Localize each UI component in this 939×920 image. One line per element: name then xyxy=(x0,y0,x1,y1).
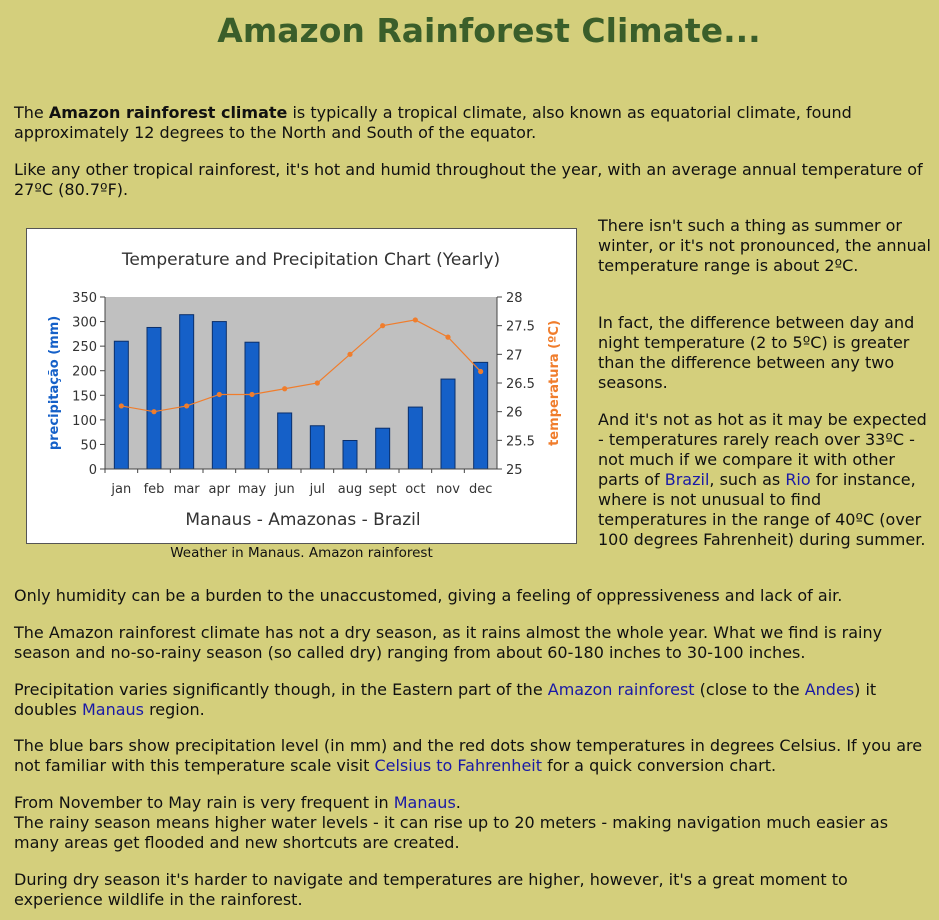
chart-subtitle: Manaus - Amazonas - Brazil xyxy=(185,510,420,530)
y2-tick-label-26: 26 xyxy=(506,406,523,421)
side-text-c: for instance, where is not unusual to fi… xyxy=(598,470,926,549)
precip-bar-nov xyxy=(440,378,456,470)
climate-chart: Temperature and Precipitation Chart (Yea… xyxy=(26,228,577,544)
temperature-point-aug xyxy=(347,351,353,357)
precip-bar-jul xyxy=(309,425,325,470)
y2-tick-label-27.5: 27.5 xyxy=(506,320,535,335)
precip-bar-feb xyxy=(146,326,162,470)
precip-bar-aug xyxy=(342,439,358,470)
brazil-link[interactable]: Brazil xyxy=(664,470,710,489)
precip-bar-sept xyxy=(375,427,391,470)
p5-text-a: From November to May rain is very freque… xyxy=(14,793,394,812)
y-tick-label-100: 100 xyxy=(72,414,97,429)
x-tick-label-oct: oct xyxy=(405,482,425,497)
celsius-to-fahrenheit-link[interactable]: Celsius to Fahrenheit xyxy=(374,756,542,775)
body-paragraph-3: Precipitation varies significantly thoug… xyxy=(14,680,929,720)
chart-title: Temperature and Precipitation Chart (Yea… xyxy=(121,250,500,270)
temperature-point-feb xyxy=(151,409,157,415)
y-tick-label-250: 250 xyxy=(72,340,97,355)
x-tick-label-jun: jun xyxy=(274,482,295,497)
p3-text-a: Precipitation varies significantly thoug… xyxy=(14,680,548,699)
manaus-link-2[interactable]: Manaus xyxy=(393,793,456,812)
precip-bar-oct xyxy=(407,406,423,470)
body-paragraph-5: From November to May rain is very freque… xyxy=(14,793,929,853)
temperature-point-nov xyxy=(445,334,451,340)
x-tick-label-jul: jul xyxy=(309,482,325,497)
x-tick-label-apr: apr xyxy=(209,482,231,497)
precip-bar-may xyxy=(244,341,260,470)
p4-text-a: The blue bars show precipitation level (… xyxy=(14,736,923,775)
temperature-point-sept xyxy=(380,323,386,329)
temperature-line xyxy=(121,319,482,413)
amazon-rainforest-link[interactable]: Amazon rainforest xyxy=(547,680,695,699)
body-paragraph-6: During dry season it's harder to navigat… xyxy=(14,870,848,909)
p3-text-d: region. xyxy=(143,700,205,719)
intro-text-end: is typically a tropical climate, also kn… xyxy=(14,103,852,142)
p4-text-b: for a quick conversion chart. xyxy=(542,756,777,775)
side-text-b: , such as xyxy=(709,470,786,489)
x-tick-label-sept: sept xyxy=(369,482,397,497)
andes-link[interactable]: Andes xyxy=(804,680,855,699)
y2-tick-label-25.5: 25.5 xyxy=(506,434,535,449)
y2-tick-label-28: 28 xyxy=(506,291,523,306)
temperature-point-apr xyxy=(216,391,222,398)
x-tick-label-nov: nov xyxy=(436,482,460,497)
side-paragraph-3: And it's not as hot as it may be expecte… xyxy=(598,410,933,550)
plot-area xyxy=(105,297,497,469)
temperature-point-oct xyxy=(412,317,418,323)
p5-text-c: The rainy season means higher water leve… xyxy=(14,813,889,852)
y-tick-label-300: 300 xyxy=(72,316,97,331)
y2-tick-label-25: 25 xyxy=(506,463,523,478)
body-paragraph-1: Only humidity can be a burden to the una… xyxy=(14,586,843,605)
y2-axis-label: temperatura (ºC) xyxy=(547,320,562,446)
p3-text-b: (close to the xyxy=(694,680,805,699)
precip-bar-mar xyxy=(179,314,195,470)
side-paragraph-2: In fact, the difference between day and … xyxy=(598,313,915,392)
intro-paragraph-2: Like any other tropical rainforest, it's… xyxy=(14,160,923,199)
x-tick-label-feb: feb xyxy=(144,482,165,497)
x-tick-label-dec: dec xyxy=(469,482,492,497)
x-tick-label-aug: aug xyxy=(338,482,362,497)
intro-paragraph-1: The Amazon rainforest climate is typical… xyxy=(14,103,929,143)
temperature-point-jun xyxy=(282,386,288,392)
y-tick-label-0: 0 xyxy=(89,463,97,478)
y2-tick-label-26.5: 26.5 xyxy=(506,377,535,392)
body-paragraph-4: The blue bars show precipitation level (… xyxy=(14,736,929,776)
x-tick-label-jan: jan xyxy=(110,482,131,497)
chart-caption: Weather in Manaus. Amazon rainforest xyxy=(170,545,433,561)
precip-bar-dec xyxy=(473,361,489,470)
precip-bar-jun xyxy=(277,412,293,470)
temperature-point-jul xyxy=(314,380,320,386)
temperature-point-dec xyxy=(478,368,484,375)
page-title: Amazon Rainforest Climate... xyxy=(217,11,761,50)
temperature-point-may xyxy=(249,391,255,398)
y-tick-label-150: 150 xyxy=(72,389,97,404)
rio-link[interactable]: Rio xyxy=(785,470,811,489)
intro-text-start: The xyxy=(14,103,49,122)
y-tick-label-50: 50 xyxy=(80,438,97,453)
p5-text-b: . xyxy=(455,793,461,812)
side-text-a: And it's not as hot as it may be expecte… xyxy=(598,410,927,489)
body-paragraph-2: The Amazon rainforest climate has not a … xyxy=(14,623,883,662)
x-tick-label-may: may xyxy=(238,482,267,497)
y-axis-label: precipitação (mm) xyxy=(47,316,62,450)
y-tick-label-350: 350 xyxy=(72,291,97,306)
x-tick-label-mar: mar xyxy=(174,482,201,497)
y2-tick-label-27: 27 xyxy=(506,348,523,363)
temperature-point-jan xyxy=(118,403,124,409)
temperature-point-mar xyxy=(184,403,190,409)
intro-bold-term: Amazon rainforest climate xyxy=(48,103,288,122)
y-tick-label-200: 200 xyxy=(72,365,97,380)
p3-text-c: ) it doubles xyxy=(14,680,877,719)
manaus-link[interactable]: Manaus xyxy=(81,700,144,719)
climate-chart-svg: Temperature and Precipitation Chart (Yea… xyxy=(47,250,562,530)
side-paragraph-1: There isn't such a thing as summer or wi… xyxy=(598,216,931,275)
